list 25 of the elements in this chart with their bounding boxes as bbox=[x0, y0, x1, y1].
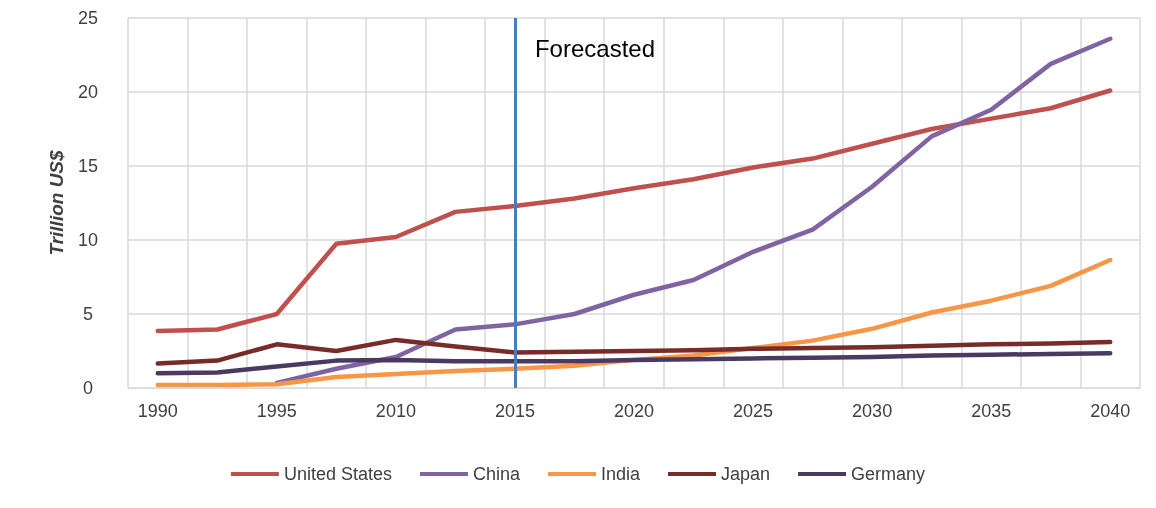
line-series bbox=[155, 350, 1113, 376]
y-tick-label: 5 bbox=[82, 304, 94, 324]
y-axis-title: Trillion US$ bbox=[46, 149, 67, 256]
x-tick-label: 2015 bbox=[494, 401, 535, 421]
legend-label: India bbox=[601, 464, 642, 484]
legend-label: China bbox=[472, 464, 521, 484]
y-tick-label: 0 bbox=[82, 378, 94, 398]
x-tick-label: 2040 bbox=[1090, 401, 1131, 421]
legend-label: Germany bbox=[851, 464, 926, 484]
y-tick-label: 20 bbox=[77, 82, 99, 102]
line-series bbox=[155, 337, 1113, 366]
y-tick-label: 15 bbox=[77, 156, 99, 176]
x-tick-label: 2020 bbox=[613, 401, 655, 421]
legend-label: Japan bbox=[721, 464, 771, 484]
x-tick-label: 2010 bbox=[375, 401, 416, 421]
ref-line-label: Forecasted bbox=[534, 34, 655, 62]
x-tick-label: 2035 bbox=[971, 401, 1012, 421]
x-tick-label: 2030 bbox=[852, 401, 893, 421]
x-tick-label: 2025 bbox=[733, 401, 774, 421]
x-tick-label: 1990 bbox=[137, 401, 178, 421]
line-series bbox=[155, 88, 1113, 334]
legend-label: United States bbox=[283, 464, 392, 484]
x-tick-label: 1995 bbox=[256, 401, 297, 421]
y-tick-label: 25 bbox=[77, 8, 99, 28]
y-tick-label: 10 bbox=[77, 230, 99, 250]
